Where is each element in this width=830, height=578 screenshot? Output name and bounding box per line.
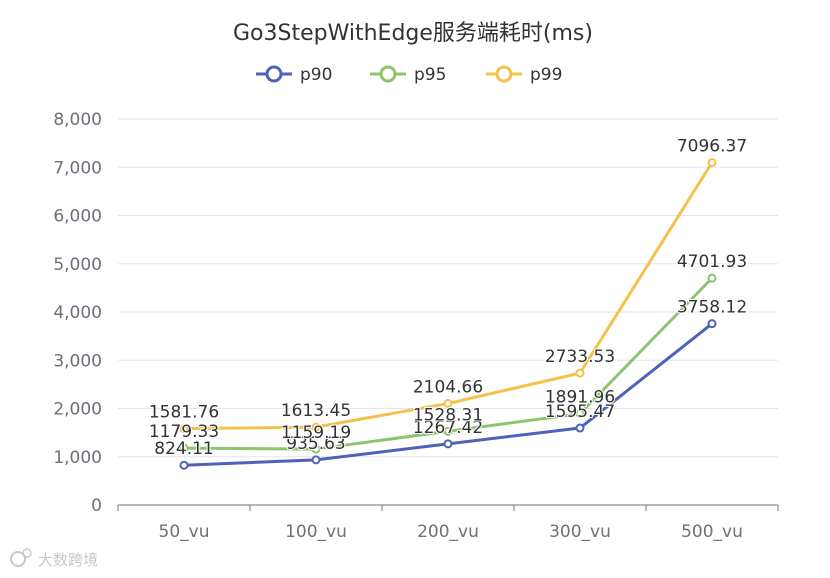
x-tick-label: 100_vu <box>285 522 347 542</box>
legend-circle-icon <box>265 65 283 83</box>
data-point-p90[interactable] <box>575 423 585 433</box>
data-point-p90[interactable] <box>443 439 453 449</box>
watermark: 大数跨境 <box>10 548 98 569</box>
data-point-p90[interactable] <box>179 460 189 470</box>
data-labels: 824.11 935.63 1267.42 1595.47 3758.12 1179.33… <box>148 136 748 461</box>
data-point-p99[interactable] <box>443 398 453 408</box>
data-point-p95[interactable] <box>575 409 585 419</box>
x-tick-label: 200_vu <box>417 522 479 542</box>
watermark-text: 大数跨境 <box>38 551 98 569</box>
legend-circle-icon <box>379 65 397 83</box>
data-label-p95: 1179.33 <box>149 422 219 442</box>
data-point-p99[interactable] <box>707 158 717 168</box>
data-point-p99[interactable] <box>179 424 189 434</box>
y-tick-label: 1,000 <box>53 448 102 468</box>
data-label-p95: 1159.19 <box>281 423 351 443</box>
y-axis: 0 1,000 2,000 3,000 4,000 5,000 6,000 7,000 8,00… <box>53 110 102 516</box>
data-label-p95: 4701.93 <box>677 252 747 272</box>
data-label-p99: 1613.45 <box>281 401 351 421</box>
data-label-p99: 1581.76 <box>149 403 219 423</box>
legend-item-p99[interactable]: p99 <box>486 65 562 85</box>
data-point-p90[interactable] <box>311 455 321 465</box>
y-tick-label: 2,000 <box>53 400 102 420</box>
data-point-p95[interactable] <box>179 443 189 453</box>
data-label-p90: 935.63 <box>286 434 345 454</box>
data-label-p90: 3758.12 <box>677 298 747 318</box>
legend: p90 p95 p99 <box>256 65 562 85</box>
grid <box>118 118 778 458</box>
data-label-p99: 7096.37 <box>677 137 747 157</box>
data-label-p99: 2104.66 <box>413 377 483 397</box>
data-point-p99[interactable] <box>311 422 321 432</box>
x-tick-label: 300_vu <box>549 522 611 542</box>
y-tick-label: 5,000 <box>53 255 102 275</box>
data-label-p95: 1891.96 <box>545 388 615 408</box>
legend-item-p95[interactable]: p95 <box>370 65 446 85</box>
y-tick-label: 8,000 <box>53 110 102 130</box>
x-tick-label: 500_vu <box>681 522 743 542</box>
y-tick-label: 0 <box>91 496 102 516</box>
data-label-p99: 2733.53 <box>545 347 615 367</box>
series-lines <box>179 158 717 470</box>
y-tick-label: 7,000 <box>53 158 102 178</box>
x-tick-label: 50_vu <box>159 522 210 542</box>
legend-label: p90 <box>300 65 332 85</box>
data-point-p95[interactable] <box>707 273 717 283</box>
y-tick-label: 3,000 <box>53 351 102 371</box>
data-point-p90[interactable] <box>707 319 717 329</box>
y-tick-label: 6,000 <box>53 207 102 227</box>
legend-circle-icon <box>495 65 513 83</box>
legend-label: p95 <box>414 65 446 85</box>
watermark-logo-icon <box>10 548 32 567</box>
chart-title: Go3StepWithEdge服务端耗时(ms) <box>233 21 593 46</box>
legend-label: p99 <box>530 65 562 85</box>
x-axis: 50_vu 100_vu 200_vu 300_vu 500_vu <box>117 504 779 542</box>
data-label-p95: 1528.31 <box>413 405 483 425</box>
data-label-p90: 1267.42 <box>413 418 483 438</box>
data-point-p95[interactable] <box>311 444 321 454</box>
data-label-p90: 824.11 <box>154 439 213 459</box>
y-tick-label: 4,000 <box>53 303 102 323</box>
data-point-p95[interactable] <box>443 426 453 436</box>
data-label-p90: 1595.47 <box>545 402 615 422</box>
legend-item-p90[interactable]: p90 <box>256 65 332 85</box>
data-point-p99[interactable] <box>575 368 585 378</box>
